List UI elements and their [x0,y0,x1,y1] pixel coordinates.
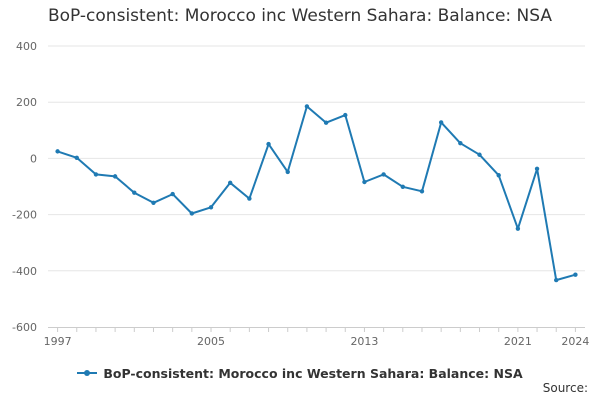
data-point[interactable] [208,205,214,210]
data-point[interactable] [266,141,271,147]
data-point[interactable] [93,172,99,177]
data-point[interactable] [419,189,425,194]
y-tick-label: 400 [16,40,37,53]
data-point[interactable] [534,166,540,171]
x-axis: 1997 2005 2013 2021 2024 [44,327,589,348]
data-point[interactable] [400,184,406,189]
data-point[interactable] [227,180,233,186]
data-point[interactable] [496,173,501,178]
data-point[interactable] [304,104,310,109]
data-point[interactable] [247,196,252,201]
y-tick-label: 0 [30,152,37,165]
legend-marker-icon [77,370,98,376]
data-point[interactable] [458,141,463,146]
legend-item[interactable]: BoP-consistent: Morocco inc Western Saha… [77,365,523,381]
data-point[interactable] [573,272,578,277]
data-point[interactable] [285,169,290,175]
y-tick-label: -200 [12,209,37,222]
source-label[interactable]: Source: [542,381,588,395]
data-point[interactable] [477,152,482,157]
legend[interactable]: BoP-consistent: Morocco inc Western Saha… [0,362,600,381]
data-point[interactable] [74,155,79,161]
data-point[interactable] [343,112,348,118]
data-point[interactable] [515,226,521,231]
x-tick-label: 2013 [350,335,378,348]
x-tick-label: 1997 [44,335,72,348]
x-tick-label: 2005 [197,335,225,348]
data-point[interactable] [438,120,444,125]
data-point[interactable] [362,179,367,185]
gridlines [48,45,585,272]
series-line[interactable] [57,105,576,282]
y-tick-label: 200 [16,96,37,109]
data-point[interactable] [323,120,329,125]
data-point[interactable] [554,277,559,283]
x-tick-label: 2021 [504,335,532,348]
x-tick-label: 2024 [561,335,589,348]
data-point[interactable] [112,174,118,179]
chart-title: BoP-consistent: Morocco inc Western Saha… [47,6,552,26]
data-point[interactable] [151,200,156,205]
data-point[interactable] [170,191,175,197]
legend-label: BoP-consistent: Morocco inc Western Saha… [103,365,523,381]
y-axis-tick-labels: 400 200 0 -200 -400 -600 [12,40,37,334]
data-point[interactable] [381,172,386,177]
data-point[interactable] [55,149,60,154]
series-group [55,104,578,283]
y-tick-label: -400 [12,265,37,278]
y-tick-label: -600 [12,321,37,334]
data-point[interactable] [132,190,137,195]
data-point[interactable] [189,211,195,216]
